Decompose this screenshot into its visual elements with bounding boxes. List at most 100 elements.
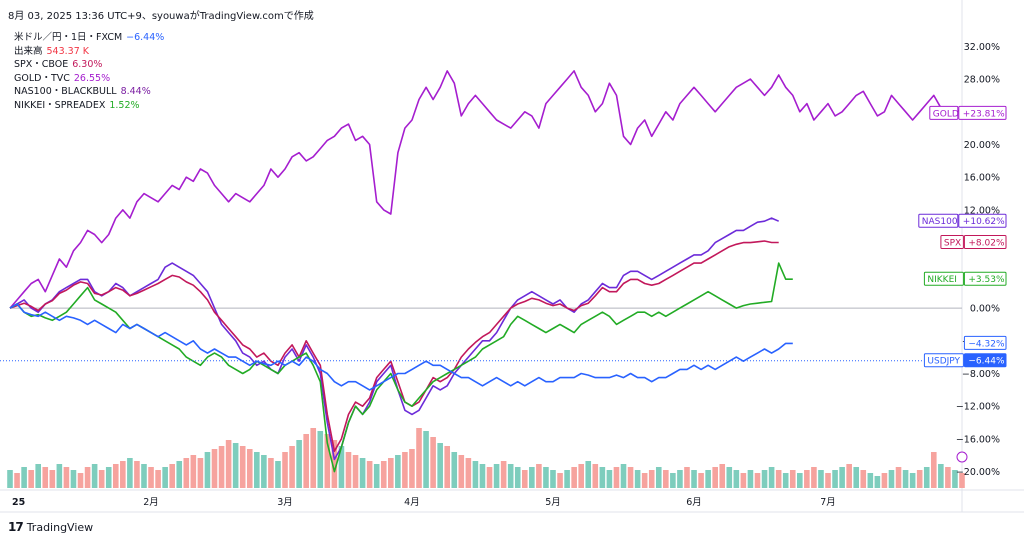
volume-bar (331, 440, 338, 488)
volume-bar (98, 470, 105, 488)
brand-name[interactable]: TradingView (26, 520, 94, 534)
series-line-spx[interactable] (9, 240, 779, 453)
volume-bar (162, 467, 168, 488)
volume-bar (77, 473, 84, 488)
volume-bar (49, 470, 56, 488)
legend-series-value: 6.30% (72, 59, 103, 71)
volume-bar (345, 452, 352, 488)
volume-bar (366, 461, 373, 488)
tradingview-logo[interactable]: 17 (8, 520, 24, 534)
x-tick-label: 3月 (277, 497, 293, 508)
series-badge-value-text: +10.62% (963, 217, 1005, 227)
y-tick-label: 0.00% (970, 304, 1000, 315)
volume-bar (923, 467, 930, 488)
volume-marker-icon (956, 451, 968, 463)
y-tick-label: 28.00% (964, 75, 1000, 86)
volume-bar (782, 473, 789, 488)
series-badge-value-text: +3.53% (968, 275, 1005, 285)
series-badge-name (923, 353, 964, 368)
volume-bar (620, 464, 627, 488)
volume-bar (395, 455, 401, 488)
series-line-nas100[interactable] (9, 217, 780, 461)
volume-bar (317, 431, 324, 488)
volume-bar (70, 470, 77, 488)
volume-bar (268, 458, 274, 488)
series-badge-value (963, 335, 1007, 350)
volume-bar (797, 473, 803, 488)
volume-bar (698, 473, 704, 488)
x-tick-label: 2月 (143, 497, 159, 508)
x-tick-label: 7月 (820, 497, 836, 508)
volume-bar (874, 476, 881, 488)
volume-bar (7, 470, 13, 488)
volume-bar (564, 470, 570, 488)
volume-bar (218, 446, 225, 488)
series-badge-name-text: USDJPY (927, 357, 960, 367)
volume-bar (416, 428, 422, 488)
volume-bar (465, 458, 472, 488)
volume-bar (458, 455, 465, 488)
legend-item[interactable]: 米ドル／円・1日・FXCM −6.44% (14, 31, 164, 45)
volume-bar (550, 470, 556, 488)
legend-series-name: SPX・CBOE (14, 59, 69, 71)
volume-bar (388, 458, 394, 488)
legend-item[interactable]: SPX・CBOE 6.30% (14, 58, 164, 72)
volume-bar (895, 467, 902, 488)
x-tick-label: 6月 (686, 497, 702, 508)
volume-bar (655, 467, 662, 488)
volume-bar (641, 473, 648, 488)
volume-bar (543, 467, 549, 488)
legend-item[interactable]: NIKKEI・SPREADEX 1.52% (14, 99, 164, 113)
legend-item[interactable]: GOLD・TVC 26.55% (14, 72, 164, 86)
series-line-gold[interactable] (9, 70, 963, 309)
volume-bar (599, 467, 606, 488)
y-tick-label: −20.00% (956, 467, 1000, 478)
volume-bar (486, 467, 493, 488)
volume-bar (909, 473, 916, 488)
legend-item[interactable]: 出来高 543.37 K (14, 45, 164, 59)
legend-series-name: 米ドル／円・1日・FXCM (14, 32, 123, 43)
volume-bar (557, 473, 563, 488)
volume-bar (28, 470, 34, 488)
series-badge-name (929, 105, 959, 120)
series-badge-value-text: −6.44% (968, 357, 1005, 367)
y-tick-label: 12.00% (964, 205, 1000, 216)
volume-bar (409, 449, 415, 488)
series-badge-value-text: +8.02% (968, 238, 1005, 248)
volume-bar (380, 461, 387, 488)
volume-bar (578, 464, 584, 488)
volume-bar (585, 461, 592, 488)
volume-bar (952, 470, 958, 488)
series-badge-value-text: −4.32% (968, 339, 1005, 349)
volume-bar (493, 464, 500, 488)
volume-bar (120, 461, 126, 488)
volume-bar (148, 467, 154, 488)
volume-bar (14, 473, 20, 488)
legend-item[interactable]: NAS100・BLACKBULL 8.44% (14, 85, 164, 99)
volume-bar (134, 461, 140, 488)
series-badge-name-text: SPX (944, 238, 961, 248)
volume-bar (514, 467, 521, 488)
volume-bar (169, 464, 175, 488)
volume-bar (839, 467, 845, 488)
volume-bar (437, 443, 443, 488)
volume-bar (296, 440, 302, 488)
volume-bar (500, 461, 507, 488)
volume-bar (705, 470, 711, 488)
volume-bar (239, 446, 246, 488)
volume-bar (938, 464, 944, 488)
volume-bar (536, 464, 542, 488)
volume-bar (507, 464, 514, 488)
volume-bar (754, 473, 761, 488)
volume-bar (275, 461, 281, 488)
x-tick-label: 5月 (545, 497, 561, 508)
volume-bar (155, 470, 161, 488)
volume-bar (726, 467, 733, 488)
volume-bar (56, 464, 63, 488)
volume-bar (282, 452, 288, 488)
series-line-usdjpy[interactable] (9, 303, 793, 391)
volume-bar (91, 464, 98, 488)
volume-bar (232, 443, 239, 488)
volume-bar (719, 464, 726, 488)
